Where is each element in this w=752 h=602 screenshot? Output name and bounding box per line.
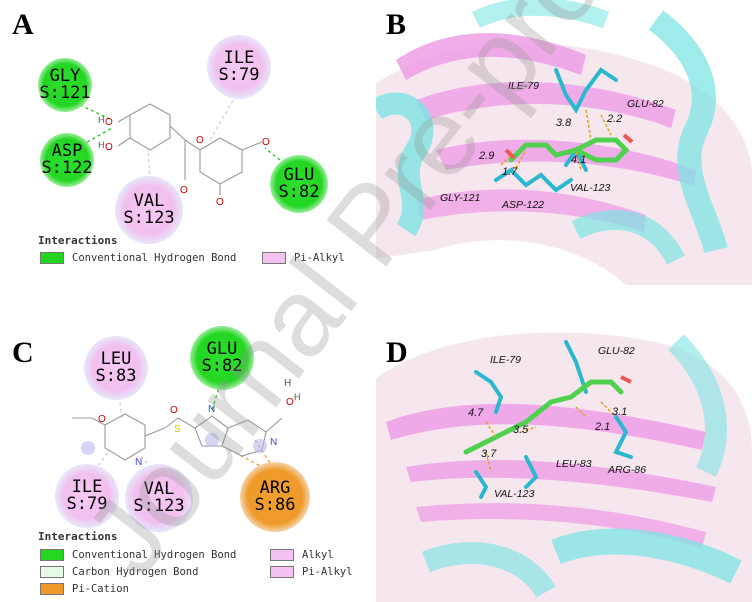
svg-text:O: O <box>105 117 113 128</box>
panel-d-label-glu82: GLU-82 <box>598 345 635 357</box>
svg-text:O: O <box>262 137 270 148</box>
svg-text:O: O <box>98 414 106 425</box>
legend-swatch <box>270 549 294 561</box>
panel-b-distance: 1.7 <box>502 166 518 178</box>
panel-c-legend-title: Interactions <box>38 530 118 543</box>
residue-gly121: GLY S:121 <box>38 58 92 112</box>
residue-val123: VAL S:123 <box>125 464 193 532</box>
residue-glu82: GLU S:82 <box>190 326 254 390</box>
svg-text:H: H <box>98 115 105 125</box>
svg-text:N: N <box>135 457 142 468</box>
panel-b-letter: B <box>386 8 407 41</box>
svg-text:H: H <box>294 392 301 402</box>
panel-b-label-glu82: GLU-82 <box>627 98 664 110</box>
panel-a-legend-hbond: Conventional Hydrogen Bond <box>40 252 236 264</box>
svg-text:H: H <box>98 140 105 150</box>
panel-b-label-val123: VAL-123 <box>570 182 611 194</box>
panel-d-distance: 3.5 <box>513 424 529 436</box>
panel-d-distance: 2.1 <box>595 421 611 433</box>
panel-d-distance: 3.1 <box>612 406 628 418</box>
panel-b-label-asp122: ASP-122 <box>502 199 545 211</box>
panel-c-legend-carbon-hbond: Carbon Hydrogen Bond <box>40 566 198 578</box>
svg-text:N: N <box>208 404 215 415</box>
legend-swatch <box>40 549 64 561</box>
residue-arg86: ARG S:86 <box>240 462 310 532</box>
panel-c-interaction-lines: O S H O H O N N N <box>72 377 301 473</box>
residue-ile79: ILE S:79 <box>207 35 271 99</box>
legend-swatch <box>40 566 64 578</box>
panel-b-label-gly121: GLY-121 <box>440 192 481 204</box>
panel-d-label-leu83: LEU-83 <box>556 458 592 470</box>
svg-text:N: N <box>270 437 277 448</box>
panel-b-structure <box>376 0 752 285</box>
svg-text:S: S <box>174 424 181 435</box>
residue-leu83: LEU S:83 <box>84 336 148 400</box>
legend-swatch <box>270 566 294 578</box>
panel-c-legend-alkyl: Alkyl <box>270 549 334 561</box>
panel-c-legend-hbond: Conventional Hydrogen Bond <box>40 549 236 561</box>
legend-swatch <box>262 252 286 264</box>
panel-b-distance: 2.2 <box>607 113 623 125</box>
residue-asp122: ASP S:122 <box>40 133 94 187</box>
legend-swatch <box>40 583 64 595</box>
panel-a-legend-pi-alkyl: Pi-Alkyl <box>262 252 345 264</box>
svg-text:O: O <box>180 185 188 196</box>
panel-d-distance: 3.7 <box>481 448 497 460</box>
panel-a-interaction-lines: O H O H O O O O <box>79 84 281 208</box>
panel-d-distance: 4.7 <box>468 407 484 419</box>
svg-text:O: O <box>170 405 178 416</box>
panel-b-distance: 2.9 <box>479 150 495 162</box>
panel-b-label-ile79: ILE-79 <box>508 80 539 92</box>
svg-text:H: H <box>284 378 291 389</box>
panel-d-label-val123: VAL-123 <box>494 488 535 500</box>
panel-c-legend-pi-alkyl: Pi-Alkyl <box>270 566 353 578</box>
svg-text:O: O <box>216 197 224 208</box>
panel-d-label-arg86: ARG-86 <box>608 464 646 476</box>
panel-c-letter: C <box>12 336 34 369</box>
svg-text:O: O <box>105 142 113 153</box>
svg-text:O: O <box>196 135 204 146</box>
residue-glu82: GLU S:82 <box>270 155 328 213</box>
panel-a-legend-title: Interactions <box>38 234 118 247</box>
residue-val123: VAL S:123 <box>115 176 183 244</box>
panel-d-structure <box>376 302 752 602</box>
panel-a-letter: A <box>12 8 34 41</box>
legend-swatch <box>40 252 64 264</box>
residue-ile79: ILE S:79 <box>55 464 119 528</box>
panel-c-legend-pi-cation: Pi-Cation <box>40 583 129 595</box>
panel-d-letter: D <box>386 336 408 369</box>
panel-b-distance: 4.1 <box>571 154 587 166</box>
svg-text:O: O <box>286 397 294 408</box>
panel-d-label-ile79: ILE-79 <box>490 354 521 366</box>
panel-b-distance: 3.8 <box>556 117 572 129</box>
